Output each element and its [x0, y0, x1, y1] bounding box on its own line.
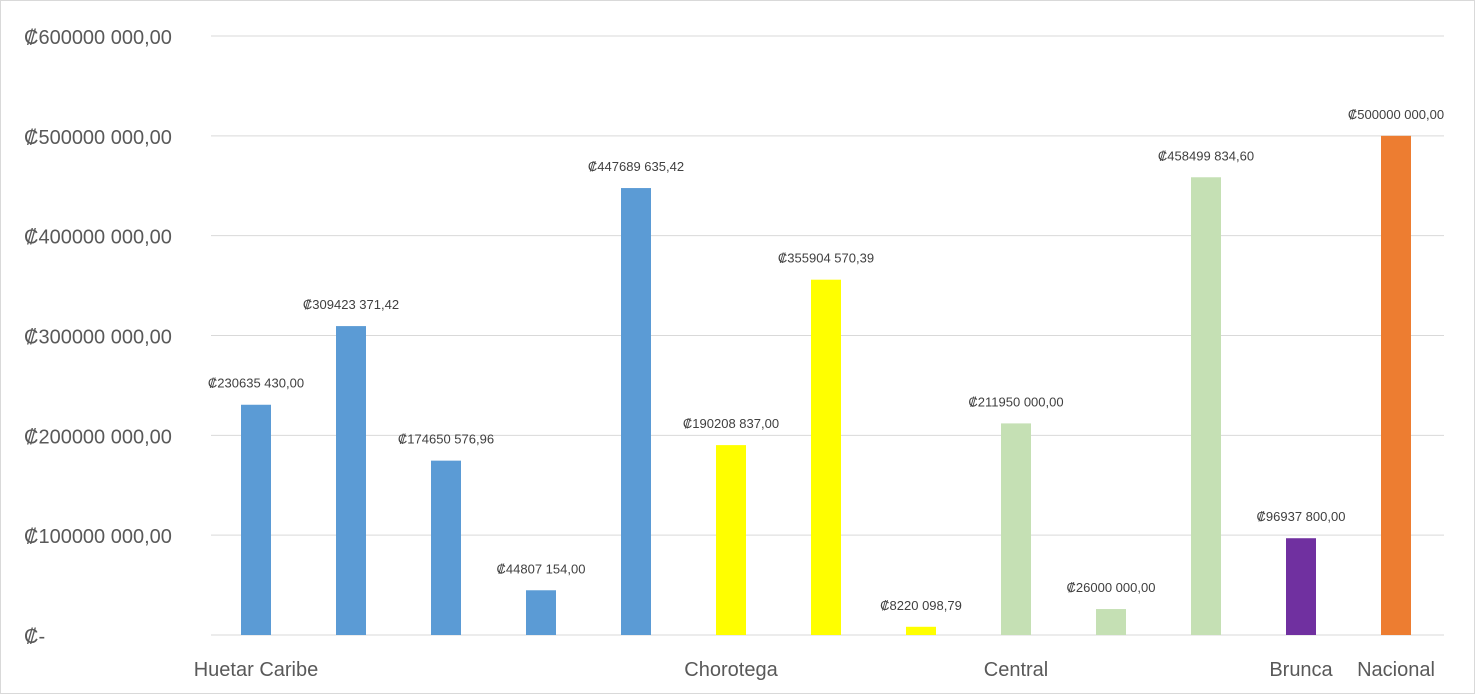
- y-tick-label: ₡300000 000,00: [24, 327, 172, 349]
- data-label: ₡190208 837,00: [683, 416, 779, 431]
- y-tick-label: ₡100000 000,00: [24, 526, 172, 548]
- bar: [336, 326, 366, 635]
- bar: [431, 460, 461, 635]
- bar: [1001, 423, 1031, 635]
- bar: [1286, 538, 1316, 635]
- y-axis-ticks: ₡- ₡100000 000,00 ₡200000 000,00 ₡300000 00…: [24, 27, 172, 648]
- data-label: ₡230635 430,00: [208, 376, 304, 391]
- y-tick-label: ₡500000 000,00: [24, 127, 172, 149]
- data-label: ₡211950 000,00: [968, 394, 1063, 409]
- data-label: ₡458499 834,60: [1158, 148, 1254, 163]
- x-category-label: Huetar Caribe: [194, 659, 319, 681]
- bar: [1191, 177, 1221, 635]
- bar: [1381, 135, 1411, 636]
- data-label: ₡500000 000,00: [1348, 107, 1444, 122]
- y-tick-label: ₡-: [24, 626, 45, 648]
- y-tick-label: ₡600000 000,00: [24, 27, 172, 49]
- x-axis-labels: Huetar Caribe Chorotega Central Brunca Nacio…: [194, 659, 1435, 681]
- bar: [621, 188, 651, 635]
- data-label: ₡96937 800,00: [1257, 509, 1346, 524]
- y-tick-label: ₡200000 000,00: [24, 426, 172, 448]
- data-label: ₡309423 371,42: [303, 297, 399, 312]
- bar: [811, 279, 841, 635]
- bar: [1096, 609, 1126, 635]
- x-category-label: Central: [984, 659, 1048, 681]
- data-label: ₡355904 570,39: [778, 251, 874, 266]
- data-label: ₡447689 635,42: [588, 159, 684, 174]
- x-category-label: Nacional: [1357, 659, 1435, 681]
- bar: [241, 404, 271, 635]
- bar: [526, 590, 556, 635]
- bars: [241, 135, 1411, 636]
- data-label: ₡26000 000,00: [1067, 580, 1156, 595]
- bar: [906, 626, 936, 635]
- y-tick-label: ₡400000 000,00: [24, 227, 172, 249]
- data-labels: ₡230635 430,00 ₡309423 371,42 ₡174650 576,…: [208, 107, 1444, 613]
- data-label: ₡44807 154,00: [497, 561, 586, 576]
- data-label: ₡174650 576,96: [398, 432, 494, 447]
- bar: [716, 445, 746, 635]
- x-category-label: Chorotega: [684, 659, 778, 681]
- data-label: ₡8220 098,79: [880, 598, 962, 613]
- x-category-label: Brunca: [1269, 659, 1333, 681]
